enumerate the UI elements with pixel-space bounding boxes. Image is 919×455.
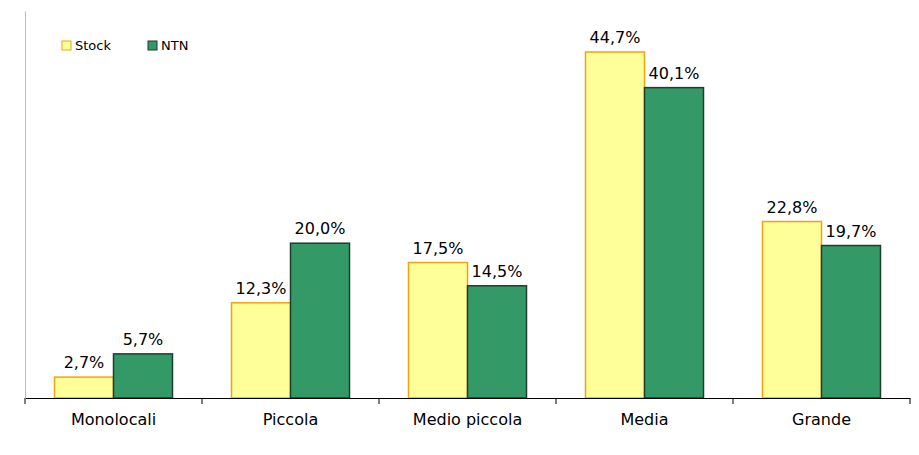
bar — [468, 286, 527, 398]
x-axis-line — [26, 398, 911, 399]
bar — [763, 222, 822, 398]
x-tick-label: Monolocali — [71, 410, 156, 429]
data-label: 14,5% — [472, 262, 523, 281]
bar — [55, 377, 114, 398]
data-label: 5,7% — [123, 330, 164, 349]
x-tick-label: Medio piccola — [413, 410, 522, 429]
bar — [822, 246, 881, 398]
x-tick: Medio piccola — [413, 398, 522, 429]
x-tick: Grande — [792, 398, 851, 429]
category-divider — [379, 398, 380, 404]
legend-label: Stock — [75, 38, 111, 53]
x-tick-label: Media — [620, 410, 668, 429]
data-label: 17,5% — [413, 239, 464, 258]
legend-label: NTN — [161, 38, 188, 53]
data-label: 19,7% — [826, 222, 877, 241]
data-label: 2,7% — [64, 353, 105, 372]
data-labels: 5,7% 20,0% 14,5% 40,1% 19,7% — [123, 64, 877, 349]
category-divider — [910, 398, 911, 404]
category-divider — [202, 398, 203, 404]
bar — [291, 243, 350, 398]
bar — [409, 263, 468, 398]
x-tick: Media — [620, 398, 668, 429]
x-tick-label: Piccola — [263, 410, 318, 429]
x-axis: Monolocali Piccola Medio piccola Media Grand… — [26, 398, 911, 429]
data-label: 12,3% — [236, 279, 287, 298]
category-dividers — [25, 398, 910, 404]
y-axis — [25, 12, 26, 399]
legend-swatch — [62, 41, 71, 50]
category-divider — [733, 398, 734, 404]
x-tick: Monolocali — [71, 398, 156, 429]
category-divider — [556, 398, 557, 404]
data-label: 22,8% — [767, 198, 818, 217]
legend-swatch — [148, 41, 157, 50]
category-divider — [25, 398, 26, 404]
data-label: 44,7% — [590, 28, 641, 47]
x-tick: Piccola — [263, 398, 318, 429]
y-axis-line — [25, 12, 26, 399]
bar — [114, 354, 173, 398]
x-tick-label: Grande — [792, 410, 851, 429]
bar — [586, 52, 645, 398]
chart: 2,7% 12,3% 17,5% 44,7% 22,8% 5,7% 20,0% 14,5% 40… — [0, 0, 919, 455]
legend: Stock NTN — [62, 38, 188, 53]
bar — [645, 88, 704, 398]
data-label: 20,0% — [295, 219, 346, 238]
data-label: 40,1% — [649, 64, 700, 83]
bars — [55, 52, 881, 398]
bar — [232, 303, 291, 398]
data-labels: 2,7% 12,3% 17,5% 44,7% 22,8% — [64, 28, 818, 372]
